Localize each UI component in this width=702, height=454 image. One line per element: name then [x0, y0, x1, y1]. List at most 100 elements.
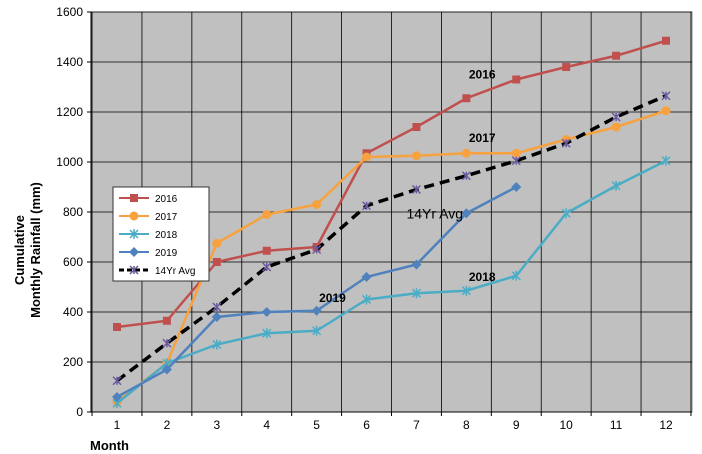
data-point	[611, 122, 621, 132]
data-point	[311, 305, 322, 316]
data-point	[461, 148, 471, 158]
x-tick-label: 8	[463, 418, 470, 432]
y-tick-label: 200	[63, 355, 83, 369]
data-point	[361, 272, 372, 282]
data-point	[661, 91, 671, 101]
y-tick-label: 0	[76, 405, 83, 419]
data-point	[411, 259, 422, 270]
data-point	[661, 155, 671, 166]
data-point	[162, 316, 171, 325]
data-point	[113, 323, 121, 331]
data-point	[611, 112, 621, 122]
series-line	[116, 159, 667, 405]
y-tick-label: 1600	[56, 5, 83, 19]
data-point	[511, 148, 521, 158]
data-point	[162, 338, 172, 348]
data-point	[561, 208, 571, 219]
y-axis-title-line-2: Monthly Rainfall (mm)	[28, 182, 43, 318]
data-point	[612, 51, 621, 60]
legend-item: 2018	[119, 229, 178, 241]
x-axis-title: Month	[90, 438, 129, 453]
data-point	[262, 328, 272, 339]
x-tick-label: 9	[513, 418, 520, 432]
x-tick-label: 6	[363, 418, 370, 432]
data-point	[461, 285, 471, 296]
data-point	[411, 288, 421, 299]
y-tick-label: 800	[63, 205, 83, 219]
data-point	[112, 392, 122, 402]
data-point	[461, 208, 472, 219]
data-point	[662, 36, 670, 45]
legend-swatch-marker	[130, 194, 138, 202]
data-point	[362, 152, 372, 162]
x-tick-label: 2	[164, 418, 171, 432]
data-point	[411, 184, 421, 195]
y-axis-title-line-1: Cumulative	[12, 215, 27, 285]
legend-item: 2017	[119, 211, 178, 223]
legend-swatch-marker	[129, 247, 139, 257]
data-point	[161, 364, 172, 375]
x-tick-label: 4	[263, 418, 270, 432]
data-point	[562, 63, 571, 71]
data-point	[112, 376, 122, 386]
data-point	[511, 182, 522, 192]
data-point	[212, 302, 222, 312]
y-tick-label: 1000	[56, 155, 83, 169]
legend-label: 2017	[155, 212, 178, 223]
series-line	[115, 94, 667, 383]
legend-swatch-marker	[129, 229, 139, 239]
x-tick-label: 1	[114, 418, 121, 432]
data-point	[261, 307, 272, 317]
legend-label: 2018	[155, 230, 178, 241]
legend-swatch-marker	[129, 265, 139, 275]
x-tick-label: 7	[413, 418, 420, 432]
series-annotation: 2016	[469, 67, 496, 81]
data-point	[262, 262, 272, 272]
data-point	[561, 138, 571, 148]
data-point	[262, 210, 272, 219]
data-point	[611, 180, 621, 191]
series-14yr-avg	[112, 91, 671, 386]
data-point	[511, 156, 521, 166]
data-point	[362, 201, 372, 211]
legend-item: 14Yr Avg	[119, 265, 195, 277]
x-tick-label: 5	[313, 418, 320, 432]
data-point	[312, 325, 322, 336]
y-tick-label: 600	[63, 255, 83, 269]
data-point	[512, 75, 521, 84]
data-point	[661, 106, 671, 116]
data-point	[212, 238, 222, 248]
y-tick-label: 400	[63, 305, 83, 319]
annotations: 2016 2017 14Yr Avg 2019 2018	[319, 67, 496, 305]
legend-item: 2016	[119, 194, 178, 205]
series-annotation: 2018	[469, 270, 496, 284]
grid-lines	[91, 11, 692, 412]
data-point	[212, 339, 222, 350]
data-point	[511, 270, 521, 281]
x-tick-label: 12	[659, 418, 673, 432]
data-point	[312, 200, 322, 209]
data-point	[362, 294, 372, 305]
data-point	[412, 123, 421, 131]
x-tick-label: 3	[213, 418, 220, 432]
data-point	[411, 151, 421, 161]
legend-label: 2019	[155, 248, 178, 259]
series-annotation: 2017	[469, 131, 496, 145]
y-tick-label: 1400	[56, 55, 83, 69]
legend-label: 2016	[155, 194, 178, 205]
data-point	[211, 312, 222, 322]
data-point	[262, 246, 271, 255]
data-point	[212, 258, 221, 266]
y-tick-label: 1200	[56, 105, 83, 119]
legend: 2016 2017 2018 2019 14Yr Avg	[112, 186, 210, 282]
legend-item: 2019	[119, 247, 178, 259]
data-point	[312, 244, 322, 255]
series-annotation: 14Yr Avg	[406, 205, 463, 221]
series-2019	[112, 182, 522, 402]
legend-label: 14Yr Avg	[155, 266, 195, 277]
x-tick-label: 10	[560, 418, 574, 432]
data-point	[462, 94, 471, 103]
x-tick-label: 11	[610, 418, 623, 432]
